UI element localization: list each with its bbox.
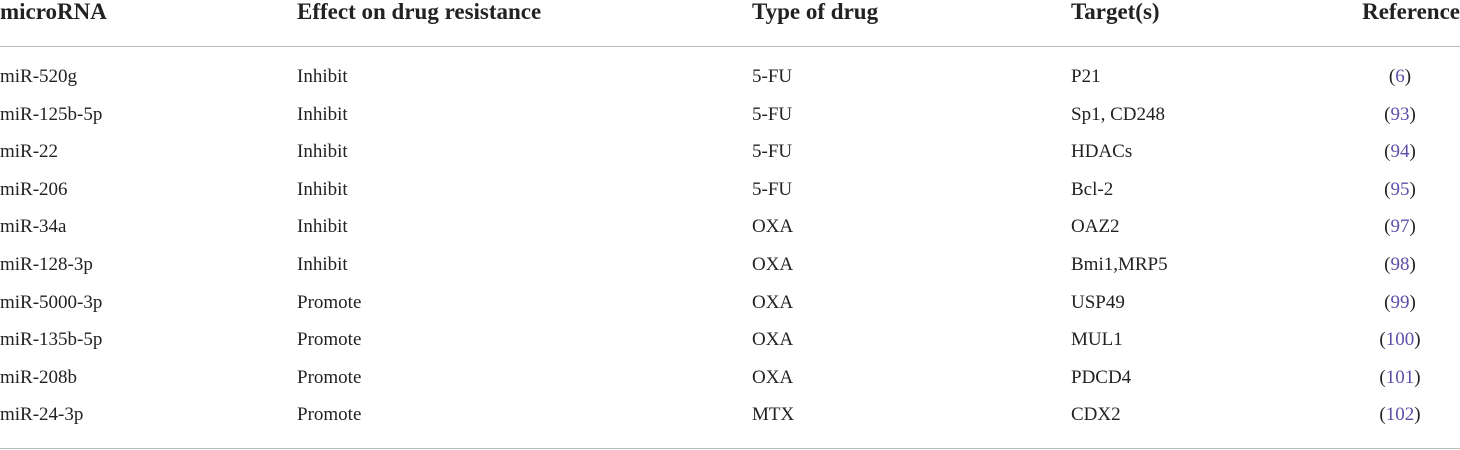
column-header: Reference [1362, 0, 1460, 24]
column-header: Target(s) [1071, 0, 1160, 24]
table-cell: Bcl-2 [1071, 178, 1114, 200]
table-cell: miR-125b-5p [0, 103, 103, 125]
table-cell: OXA [752, 216, 794, 238]
reference-cell: (98) [1384, 254, 1416, 275]
header-rule [0, 46, 1460, 47]
table-cell: 5-FU [752, 141, 793, 163]
reference-cell: (93) [1384, 103, 1416, 125]
table-cell: Inhibit [297, 254, 348, 275]
table-cell: MUL1 [1071, 329, 1123, 351]
table-cell: miR-520g [0, 66, 78, 87]
table-cell: Promote [297, 291, 362, 313]
bottom-rule [0, 448, 1460, 449]
table-cell: Inhibit [297, 66, 348, 87]
table-cell: Inhibit [297, 216, 348, 238]
table-cell: miR-135b-5p [0, 329, 103, 351]
reference-cell: (101) [1379, 366, 1421, 388]
table-cell: PDCD4 [1071, 366, 1132, 388]
table-cell: miR-34a [0, 216, 67, 238]
column-header: Effect on drug resistance [297, 0, 542, 24]
table-cell: HDACs [1071, 141, 1133, 163]
reference-cell: (100) [1379, 329, 1421, 351]
table-cell: Inhibit [297, 103, 348, 125]
table-cell: 5-FU [752, 178, 793, 200]
reference-cell: (97) [1384, 216, 1416, 238]
table-cell: Promote [297, 366, 362, 388]
table-cell: Inhibit [297, 141, 348, 163]
table-cell: CDX2 [1071, 404, 1121, 426]
table-cell: miR-128-3p [0, 254, 93, 275]
table-cell: miR-208b [0, 366, 78, 388]
table-cell: Sp1, CD248 [1071, 103, 1165, 125]
reference-cell: (102) [1379, 404, 1421, 426]
table-cell: miR-24-3p [0, 404, 84, 426]
reference-cell: (94) [1384, 141, 1416, 163]
table-cell: Promote [297, 329, 362, 351]
table-cell: MTX [752, 404, 795, 426]
table-cell: Promote [297, 404, 362, 426]
table-cell: miR-206 [0, 178, 68, 200]
table-cell: 5-FU [752, 66, 793, 87]
reference-cell: (6) [1388, 66, 1412, 87]
table-cell: OXA [752, 291, 794, 313]
table-cell: OXA [752, 329, 794, 351]
reference-cell: (95) [1384, 178, 1416, 200]
column-header: Type of drug [752, 0, 879, 24]
table-cell: P21 [1071, 66, 1101, 87]
table-cell: Bmi1,MRP5 [1071, 254, 1168, 275]
table-cell: 5-FU [752, 103, 793, 125]
reference-cell: (99) [1384, 291, 1416, 313]
table-cell: OXA [752, 366, 794, 388]
table-cell: miR-22 [0, 141, 59, 163]
column-header: microRNA [0, 0, 107, 24]
table-cell: OAZ2 [1071, 216, 1120, 238]
table-cell: USP49 [1071, 291, 1125, 313]
table-cell: miR-5000-3p [0, 291, 103, 313]
table-cell: OXA [752, 254, 794, 275]
table-cell: Inhibit [297, 178, 348, 200]
